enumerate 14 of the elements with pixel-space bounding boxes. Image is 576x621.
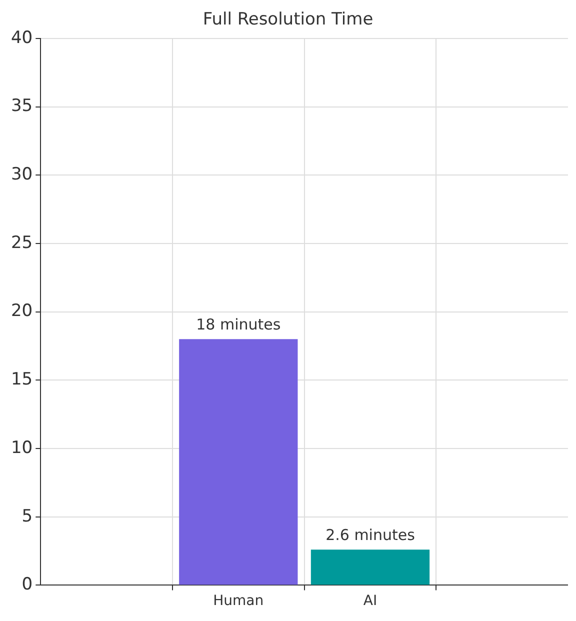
y-tick-label: 30 xyxy=(10,164,33,185)
x-tick-label: Human xyxy=(213,593,264,610)
y-tick-label: 40 xyxy=(10,28,33,48)
data-label: 2.6 minutes xyxy=(326,526,416,544)
y-tick-label: 15 xyxy=(10,370,33,390)
x-tick-label: AI xyxy=(363,593,378,610)
y-tick-label: 35 xyxy=(10,96,33,116)
y-tick-label: 10 xyxy=(10,438,33,458)
data-label: 18 minutes xyxy=(196,316,281,334)
y-tick-label: 20 xyxy=(10,301,33,322)
y-tick-label: 0 xyxy=(22,574,33,595)
y-tick-label: 25 xyxy=(10,232,33,253)
chart-title: Full Resolution Time xyxy=(202,10,374,30)
y-tick-label: 5 xyxy=(22,506,33,526)
